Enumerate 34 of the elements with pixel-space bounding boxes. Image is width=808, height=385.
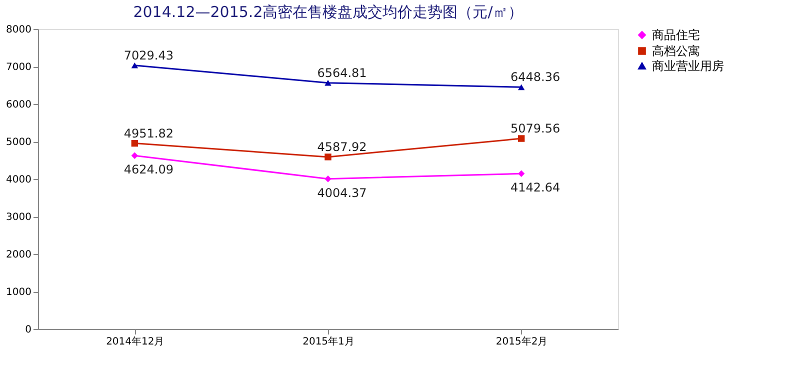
data-label: 6564.81 bbox=[317, 66, 367, 80]
point bbox=[131, 152, 138, 159]
point bbox=[324, 80, 332, 86]
point bbox=[518, 135, 525, 142]
point bbox=[131, 140, 138, 147]
legend-label: 高档公寓 bbox=[652, 44, 700, 58]
legend-label: 商品住宅 bbox=[652, 28, 700, 42]
data-label: 4587.92 bbox=[317, 140, 367, 154]
x-tick-label: 2014年12月 bbox=[106, 336, 164, 348]
point bbox=[518, 84, 525, 90]
x-tick-label: 2015年2月 bbox=[496, 336, 548, 348]
y-tick-label: 4000 bbox=[6, 174, 32, 186]
y-tick-label: 8000 bbox=[6, 24, 32, 36]
y-tick-label: 3000 bbox=[6, 212, 32, 223]
y-tick-label: 2000 bbox=[6, 250, 32, 260]
y-tick-label: 1000 bbox=[6, 287, 32, 298]
data-label: 4624.09 bbox=[124, 162, 174, 177]
point bbox=[518, 170, 525, 178]
legend-label: 商业营业用房 bbox=[652, 59, 724, 73]
y-tick-label: 5000 bbox=[6, 137, 32, 148]
data-label: 7029.43 bbox=[124, 48, 174, 62]
y-tick-label: 0 bbox=[25, 324, 32, 336]
data-label: 4951.82 bbox=[124, 126, 174, 140]
data-label: 6448.36 bbox=[510, 70, 560, 84]
point bbox=[131, 62, 138, 68]
y-tick-label: 7000 bbox=[6, 62, 32, 73]
data-label: 5079.56 bbox=[510, 122, 560, 136]
y-tick-label: 6000 bbox=[6, 100, 32, 110]
data-label: 4004.37 bbox=[317, 186, 367, 200]
x-tick-label: 2015年1月 bbox=[302, 336, 354, 348]
data-label: 4142.64 bbox=[510, 180, 560, 195]
point bbox=[324, 175, 332, 182]
chart-title: 2014.12—2015.2高密在售楼盘成交均价走势图（元/㎡） bbox=[133, 3, 523, 21]
point bbox=[324, 154, 332, 160]
